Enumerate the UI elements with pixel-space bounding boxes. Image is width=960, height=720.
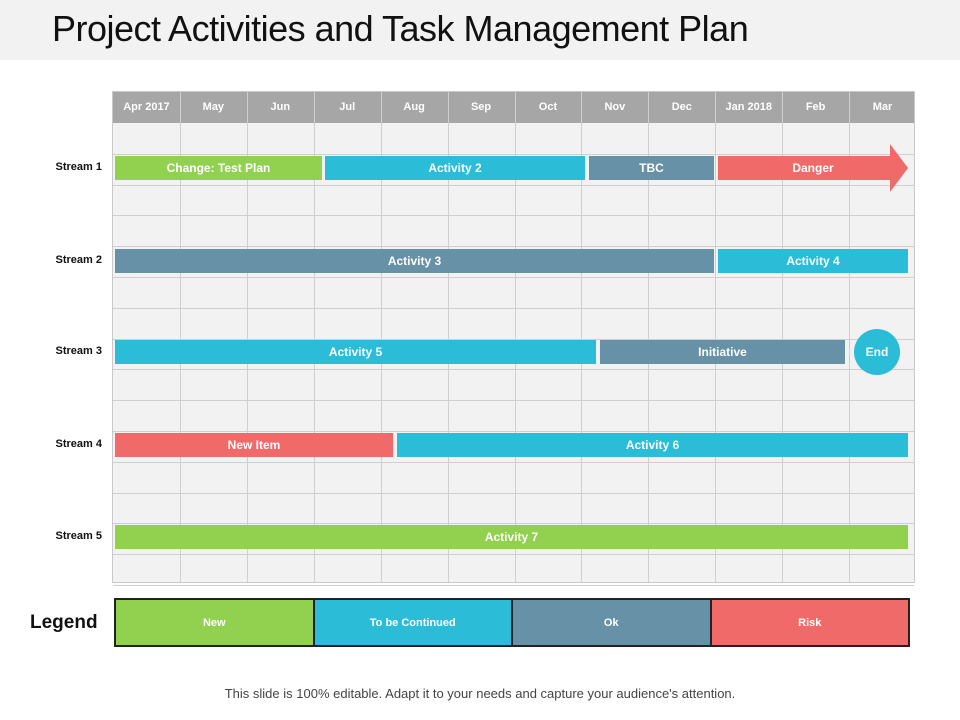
activity-bar[interactable]: Danger — [718, 144, 908, 192]
grid-column-line — [380, 92, 382, 582]
month-header-cell: Jan 2018 — [725, 101, 772, 113]
month-header-cell: Apr 2017 — [123, 101, 170, 113]
activity-bar[interactable]: New Item — [115, 433, 393, 457]
grid-row-line — [113, 153, 914, 155]
grid-row-line — [113, 246, 914, 248]
grid-column-line — [447, 92, 449, 582]
activity-bar-label: Change: Test Plan — [166, 161, 271, 175]
activity-bar-label: Danger — [792, 161, 834, 175]
title-bar — [0, 0, 960, 60]
arrow-bar-shape — [718, 144, 908, 192]
grid-column-line — [715, 92, 717, 582]
activity-bar[interactable]: Activity 4 — [718, 249, 908, 273]
stream-label: Stream 4 — [55, 438, 102, 450]
activity-bar[interactable]: Activity 2 — [325, 156, 585, 180]
grid-row-line — [113, 400, 914, 402]
activity-bar[interactable]: Change: Test Plan — [115, 156, 322, 180]
grid-row-line — [113, 307, 914, 309]
grid-row-line — [113, 369, 914, 371]
grid-row-line — [113, 585, 914, 586]
grid-column-line — [648, 92, 650, 582]
grid-column-line — [313, 92, 315, 582]
grid-row-line — [113, 338, 914, 340]
page-title: Project Activities and Task Management P… — [52, 8, 749, 49]
grid-column-line — [179, 92, 181, 582]
month-header-cell: Dec — [671, 101, 692, 113]
activity-bar-label: Activity 3 — [387, 254, 442, 268]
grid-row-line — [113, 184, 914, 186]
grid-column-line — [782, 92, 784, 582]
activity-bar[interactable]: Activity 5 — [115, 340, 596, 364]
activity-bar[interactable]: Activity 3 — [115, 249, 714, 273]
month-header-cell: Aug — [403, 101, 425, 113]
grid-row-line — [113, 554, 914, 556]
activity-bar[interactable]: Initiative — [600, 340, 845, 364]
month-header-cell: Oct — [538, 101, 558, 113]
activity-bar-label: Activity 7 — [484, 530, 539, 544]
grid-row-line — [113, 277, 914, 278]
legend-item: Risk — [711, 600, 908, 645]
activity-bar[interactable]: Activity 6 — [397, 433, 908, 457]
month-header-cell: Mar — [872, 101, 893, 113]
legend-title: Legend — [30, 612, 98, 633]
legend-item: Ok — [513, 600, 712, 645]
month-header-cell: Feb — [805, 101, 826, 113]
footer-note: This slide is 100% editable. Adapt it to… — [224, 686, 736, 701]
month-header-cell: Jul — [339, 101, 356, 113]
grid-row-line — [113, 431, 914, 432]
end-milestone[interactable]: End — [854, 329, 900, 375]
grid-row-line — [113, 215, 914, 217]
grid-column-line — [246, 92, 248, 582]
activity-bar-label: Activity 6 — [625, 438, 680, 452]
activity-bar-label: New Item — [227, 438, 281, 452]
month-header-cell: Jun — [270, 101, 291, 113]
activity-bar[interactable]: Activity 7 — [115, 525, 908, 549]
stream-label: Stream 1 — [55, 161, 102, 173]
activity-bar-label: TBC — [639, 161, 664, 175]
grid-row-line — [113, 492, 914, 494]
activity-bar[interactable]: TBC — [589, 156, 714, 180]
grid-row-line — [113, 461, 914, 463]
stream-label: Stream 3 — [55, 345, 102, 357]
legend-item: New — [116, 600, 315, 645]
legend-item: To be Continued — [314, 600, 513, 645]
grid-column-line — [514, 92, 516, 582]
grid-row-line — [113, 523, 914, 525]
grid-column-line — [581, 92, 583, 582]
stream-label: Stream 5 — [55, 530, 102, 542]
month-header-cell: Sep — [470, 101, 492, 113]
stream-label: Stream 2 — [55, 254, 102, 266]
activity-bar-label: Initiative — [698, 345, 747, 359]
activity-bar-label: Activity 5 — [328, 345, 383, 359]
month-header-cell: May — [202, 101, 225, 113]
activity-bar-label: Activity 2 — [428, 161, 482, 175]
month-header: Apr 2017 May Jun Jul Aug Sep Oct Nov Dec Jan 2018… — [113, 92, 914, 123]
month-header-cell: Nov — [604, 101, 626, 113]
legend: New To be Continued Ok Risk — [114, 598, 910, 647]
activity-bar-label: Activity 4 — [786, 254, 840, 268]
grid-column-line — [849, 92, 851, 582]
